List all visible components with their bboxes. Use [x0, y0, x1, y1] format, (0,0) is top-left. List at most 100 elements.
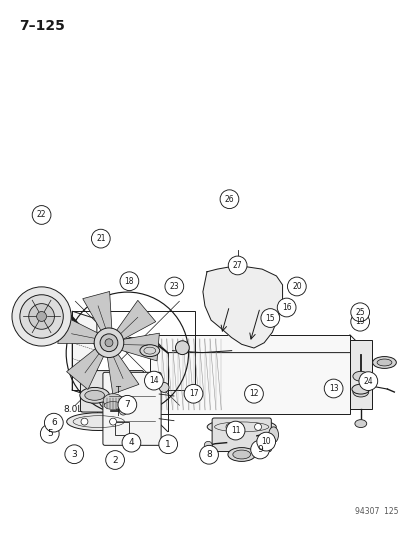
Polygon shape: [202, 265, 282, 348]
Circle shape: [28, 304, 54, 329]
Circle shape: [184, 384, 202, 403]
Text: 14: 14: [149, 376, 158, 385]
Circle shape: [260, 309, 279, 327]
Polygon shape: [83, 292, 112, 331]
Circle shape: [109, 418, 116, 425]
Ellipse shape: [376, 359, 391, 366]
Text: 8: 8: [206, 450, 211, 459]
Circle shape: [225, 421, 244, 440]
Circle shape: [20, 295, 63, 338]
Circle shape: [287, 277, 306, 296]
Ellipse shape: [66, 413, 131, 431]
Ellipse shape: [85, 390, 104, 400]
Ellipse shape: [230, 261, 244, 270]
Circle shape: [105, 339, 113, 346]
FancyBboxPatch shape: [103, 373, 161, 446]
Circle shape: [256, 432, 275, 451]
Ellipse shape: [227, 448, 255, 462]
Text: 9: 9: [256, 445, 262, 454]
Text: 10: 10: [261, 437, 271, 446]
Circle shape: [204, 441, 211, 449]
Bar: [150, 335, 349, 414]
Ellipse shape: [140, 345, 159, 357]
Text: 21: 21: [96, 234, 105, 243]
Text: 23: 23: [169, 282, 179, 291]
Circle shape: [144, 372, 163, 390]
Text: T: T: [114, 386, 119, 395]
Circle shape: [65, 445, 83, 464]
Text: 3: 3: [71, 450, 77, 459]
Ellipse shape: [354, 419, 366, 427]
Text: 16: 16: [281, 303, 291, 312]
Circle shape: [119, 407, 127, 415]
Text: 18: 18: [124, 277, 134, 286]
Ellipse shape: [351, 384, 369, 394]
Ellipse shape: [206, 419, 275, 435]
Polygon shape: [66, 348, 104, 390]
Circle shape: [118, 395, 136, 414]
Ellipse shape: [104, 401, 122, 409]
Circle shape: [44, 413, 63, 432]
Text: T: T: [114, 409, 119, 418]
Circle shape: [120, 272, 138, 290]
Circle shape: [199, 446, 218, 464]
Circle shape: [350, 312, 369, 331]
Text: 26: 26: [224, 195, 234, 204]
Text: 4: 4: [128, 438, 134, 447]
Circle shape: [244, 384, 263, 403]
Circle shape: [254, 423, 261, 430]
Ellipse shape: [268, 427, 278, 443]
Circle shape: [32, 206, 51, 224]
Circle shape: [159, 383, 169, 392]
Circle shape: [164, 277, 183, 296]
Polygon shape: [116, 300, 155, 340]
Circle shape: [105, 450, 124, 470]
Circle shape: [323, 379, 342, 398]
Text: 8.0L: 8.0L: [63, 405, 83, 414]
Text: 7–125: 7–125: [19, 19, 65, 34]
Polygon shape: [120, 333, 159, 361]
Circle shape: [40, 424, 59, 443]
Polygon shape: [107, 353, 139, 394]
Text: 19: 19: [354, 317, 364, 326]
Circle shape: [94, 328, 123, 358]
Circle shape: [12, 287, 71, 346]
Polygon shape: [57, 317, 99, 344]
Text: 11: 11: [230, 426, 240, 435]
Text: 1: 1: [165, 440, 171, 449]
Bar: [114, 422, 128, 435]
Ellipse shape: [103, 394, 123, 408]
Circle shape: [250, 440, 269, 459]
Circle shape: [91, 229, 110, 248]
Circle shape: [81, 418, 88, 425]
Circle shape: [159, 435, 177, 454]
Circle shape: [122, 433, 140, 452]
Circle shape: [350, 303, 369, 321]
Text: 12: 12: [249, 389, 258, 398]
Circle shape: [277, 298, 295, 317]
Text: 25: 25: [354, 308, 364, 317]
Circle shape: [228, 256, 247, 275]
Circle shape: [37, 311, 46, 321]
Bar: [349, 340, 371, 409]
Bar: [72, 311, 194, 390]
Ellipse shape: [372, 357, 395, 368]
Circle shape: [100, 334, 118, 352]
FancyBboxPatch shape: [80, 370, 143, 412]
Text: 17: 17: [188, 389, 198, 398]
Text: 22: 22: [37, 211, 46, 220]
Circle shape: [175, 341, 189, 354]
Ellipse shape: [352, 372, 368, 381]
Text: 94307  125: 94307 125: [355, 507, 398, 516]
Polygon shape: [72, 311, 97, 398]
Text: 2: 2: [112, 456, 118, 465]
Text: 15: 15: [265, 313, 275, 322]
Ellipse shape: [352, 387, 368, 397]
Ellipse shape: [232, 450, 250, 459]
Circle shape: [225, 423, 233, 430]
Text: 13: 13: [328, 384, 337, 393]
Circle shape: [220, 190, 238, 208]
Text: 6: 6: [51, 418, 57, 427]
Circle shape: [358, 372, 377, 391]
Ellipse shape: [99, 391, 126, 410]
